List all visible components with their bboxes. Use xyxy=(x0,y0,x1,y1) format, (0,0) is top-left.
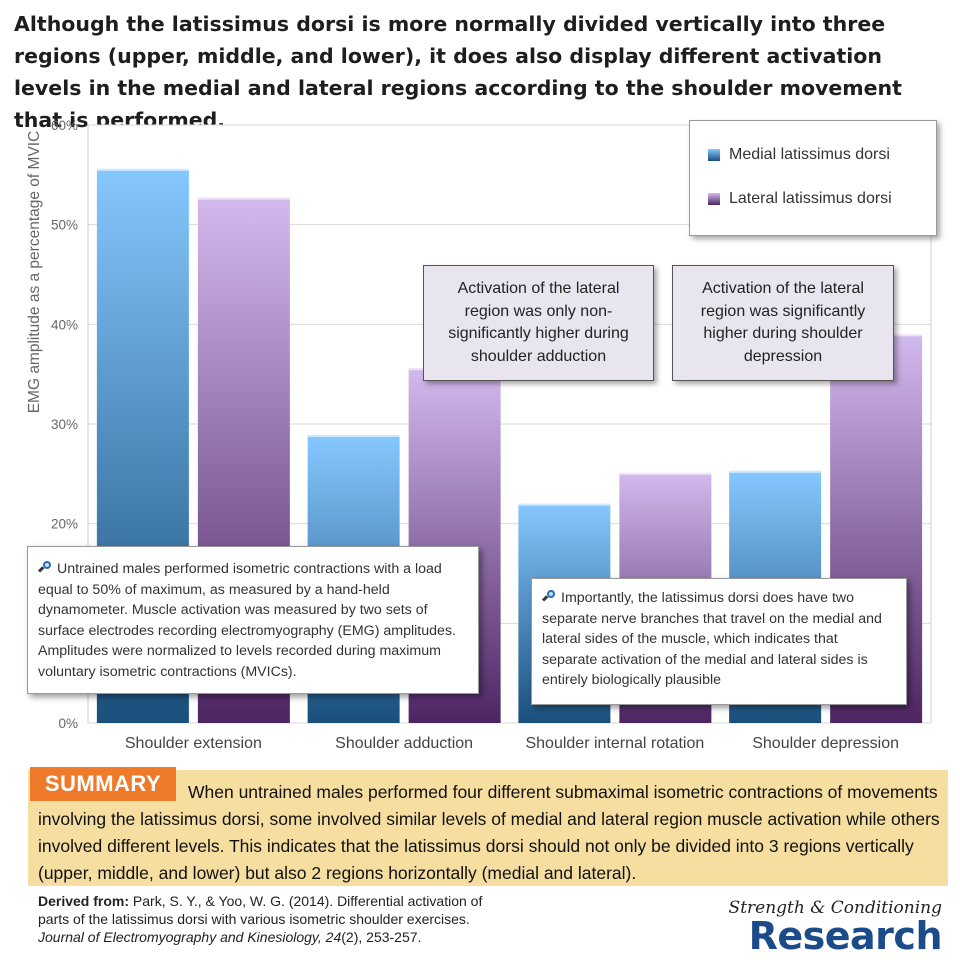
citation-volume: , 24 xyxy=(317,929,342,945)
magnifier-icon xyxy=(542,590,555,603)
legend-item-lateral: Lateral latissimus dorsi xyxy=(708,190,892,208)
citation-issue: (2), 253-257. xyxy=(341,929,422,945)
method-note: Untrained males performed isometric cont… xyxy=(27,546,479,694)
x-tick-label: Shoulder adduction xyxy=(335,735,473,752)
legend: Medial latissimus dorsi Lateral latissim… xyxy=(689,120,937,236)
bar-highlight xyxy=(307,434,400,437)
callout-adduction-text: Activation of the lateral region was onl… xyxy=(448,280,629,365)
citation-label: Derived from: xyxy=(38,893,130,909)
brand-tagline: Strength & Conditioning xyxy=(728,898,942,918)
legend-label-lateral: Lateral latissimus dorsi xyxy=(729,190,892,207)
brand-logo: Strength & Conditioning Research xyxy=(728,898,943,958)
summary-tag: SUMMARY xyxy=(30,767,176,801)
legend-swatch-lateral xyxy=(708,193,720,205)
citation-line1: Park, S. Y., & Yoo, W. G. (2014). Differ… xyxy=(129,893,483,909)
nerve-note-text: Importantly, the latissimus dorsi does h… xyxy=(542,590,882,688)
magnifier-icon xyxy=(38,561,51,574)
x-tick-label: Shoulder extension xyxy=(125,735,262,752)
callout-depression-text: Activation of the lateral region was sig… xyxy=(700,280,866,365)
y-tick-label: 50% xyxy=(51,218,78,233)
summary-panel xyxy=(28,770,948,886)
citation-journal: Journal of Electromyography and Kinesiol… xyxy=(38,929,318,945)
legend-item-medial: Medial latissimus dorsi xyxy=(708,146,890,164)
x-tick-label: Shoulder internal rotation xyxy=(525,735,704,752)
y-tick-label: 60% xyxy=(51,118,78,133)
method-note-text: Untrained males performed isometric cont… xyxy=(38,561,456,680)
nerve-note: Importantly, the latissimus dorsi does h… xyxy=(531,578,907,705)
y-tick-label: 40% xyxy=(51,317,78,332)
citation-line2: parts of the latissimus dorsi with vario… xyxy=(38,911,470,927)
y-tick-label: 0% xyxy=(58,716,78,731)
bar-highlight xyxy=(619,472,712,475)
y-axis-label: EMG amplitude as a percentage of MVIC xyxy=(26,130,43,414)
brand-name: Research xyxy=(748,914,943,958)
bar-highlight xyxy=(518,503,611,506)
bar-highlight xyxy=(197,197,290,200)
citation: Derived from: Park, S. Y., & Yoo, W. G. … xyxy=(38,892,658,946)
bar-highlight xyxy=(729,470,822,473)
headline: Although the latissimus dorsi is more no… xyxy=(14,12,902,132)
y-tick-label: 30% xyxy=(51,417,78,432)
summary-text: When untrained males performed four diff… xyxy=(38,782,940,883)
y-tick-label: 20% xyxy=(51,517,78,532)
legend-label-medial: Medial latissimus dorsi xyxy=(729,146,890,163)
bar-highlight xyxy=(96,168,189,171)
x-tick-label: Shoulder depression xyxy=(752,735,899,752)
callout-adduction: Activation of the lateral region was onl… xyxy=(423,265,654,381)
callout-depression: Activation of the lateral region was sig… xyxy=(672,265,894,381)
legend-swatch-medial xyxy=(708,149,720,161)
x-axis-ticks: Shoulder extension Shoulder adduction Shou… xyxy=(125,735,899,752)
